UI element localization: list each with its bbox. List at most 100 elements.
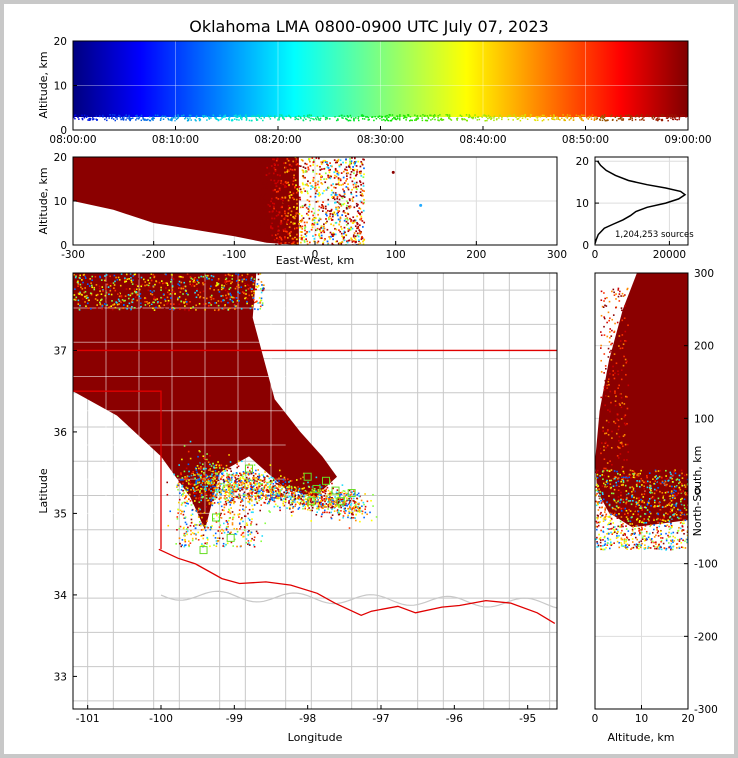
ew-point [340, 204, 343, 207]
time-alt-point [526, 118, 529, 121]
ew-point [304, 171, 307, 173]
pv-point [258, 481, 261, 484]
pv-point [285, 492, 288, 495]
time-alt-point [198, 117, 201, 120]
time-alt-point [180, 118, 182, 120]
pv-point [231, 473, 234, 476]
ew-point [290, 165, 293, 167]
pv-point [221, 473, 224, 475]
time-alt-point [255, 115, 257, 118]
ew-point [259, 197, 261, 200]
pv-point [297, 491, 300, 493]
time-alt-point [388, 114, 391, 116]
pv-point [245, 494, 247, 496]
time-alt-point [677, 125, 679, 127]
ew-point [339, 230, 342, 233]
time-alt-point [288, 114, 290, 117]
ew-point [275, 237, 278, 240]
ew-point [258, 159, 261, 162]
pv-point [250, 479, 253, 482]
pv-point [263, 490, 265, 493]
pv-point [73, 291, 76, 293]
pv-point [256, 489, 258, 491]
time-alt-point [422, 125, 424, 127]
ew-point [337, 181, 340, 184]
time-alt-point [178, 128, 180, 130]
time-alt-point [502, 125, 504, 127]
time-alt-point [251, 126, 254, 129]
pv-point [259, 496, 261, 499]
pv-point [362, 501, 365, 504]
pv-point [158, 305, 160, 307]
time-alt-point [520, 123, 522, 126]
pv-point [211, 279, 213, 281]
time-alt-point [646, 114, 648, 116]
ew-point [308, 241, 311, 244]
pv-point [339, 513, 342, 515]
pv-point [136, 293, 139, 296]
ew-point [275, 214, 278, 217]
time-alt-point [464, 118, 466, 121]
time-alt-point [179, 118, 181, 121]
pv-point [269, 494, 272, 497]
pv-point [258, 486, 260, 489]
time-alt-point [260, 127, 263, 130]
pv-point [73, 273, 75, 276]
time-alt-point [353, 128, 355, 130]
ew-point [323, 239, 326, 241]
pv-point [217, 461, 219, 463]
pv-point [82, 277, 85, 280]
pv-point [192, 283, 194, 286]
ew-point [348, 239, 351, 242]
ew-ytick-2: 20 [54, 152, 67, 164]
time-alt-point [581, 128, 584, 130]
ew-point [335, 221, 338, 224]
time-alt-point [414, 114, 416, 116]
time-alt-point [551, 127, 553, 129]
time-alt-point [463, 118, 465, 120]
time-alt-point [240, 124, 243, 126]
ew-point [309, 188, 312, 190]
time-alt-point [501, 117, 503, 119]
time-alt-point [658, 115, 660, 118]
pv-point [298, 506, 301, 509]
ew-point [309, 160, 311, 163]
pv-point [349, 501, 351, 503]
time-alt-point [241, 116, 243, 119]
pv-point [128, 288, 131, 290]
pv-point [182, 287, 185, 290]
time-alt-point [545, 116, 548, 118]
ew-point [332, 238, 334, 241]
pv-point [266, 483, 269, 485]
ew-point [259, 182, 262, 184]
pv-point [202, 303, 205, 306]
ew-point [263, 164, 265, 167]
pv-point [305, 498, 308, 501]
time-alt-point [432, 127, 434, 129]
time-alt-point [468, 114, 471, 116]
ew-point [341, 235, 343, 238]
pv-point [203, 485, 206, 487]
pv-point [220, 295, 223, 297]
pv-point [246, 302, 248, 305]
pv-point [169, 293, 172, 295]
ew-point [344, 233, 347, 236]
pv-point [188, 475, 191, 478]
time-alt-point [527, 121, 530, 123]
pv-point [240, 307, 243, 310]
pv-point [223, 484, 226, 487]
pv-point [126, 291, 129, 293]
ew-point [359, 207, 362, 210]
time-alt-point [195, 116, 198, 119]
ew-point [317, 213, 319, 216]
time-alt-point [297, 118, 299, 120]
pv-point [229, 296, 232, 298]
pv-point [350, 493, 353, 496]
pv-point [269, 488, 272, 491]
time-alt-point [431, 120, 433, 122]
pv-point [283, 491, 285, 494]
ew-point [264, 175, 266, 178]
time-alt-point [257, 114, 259, 117]
time-alt-point [171, 118, 173, 120]
